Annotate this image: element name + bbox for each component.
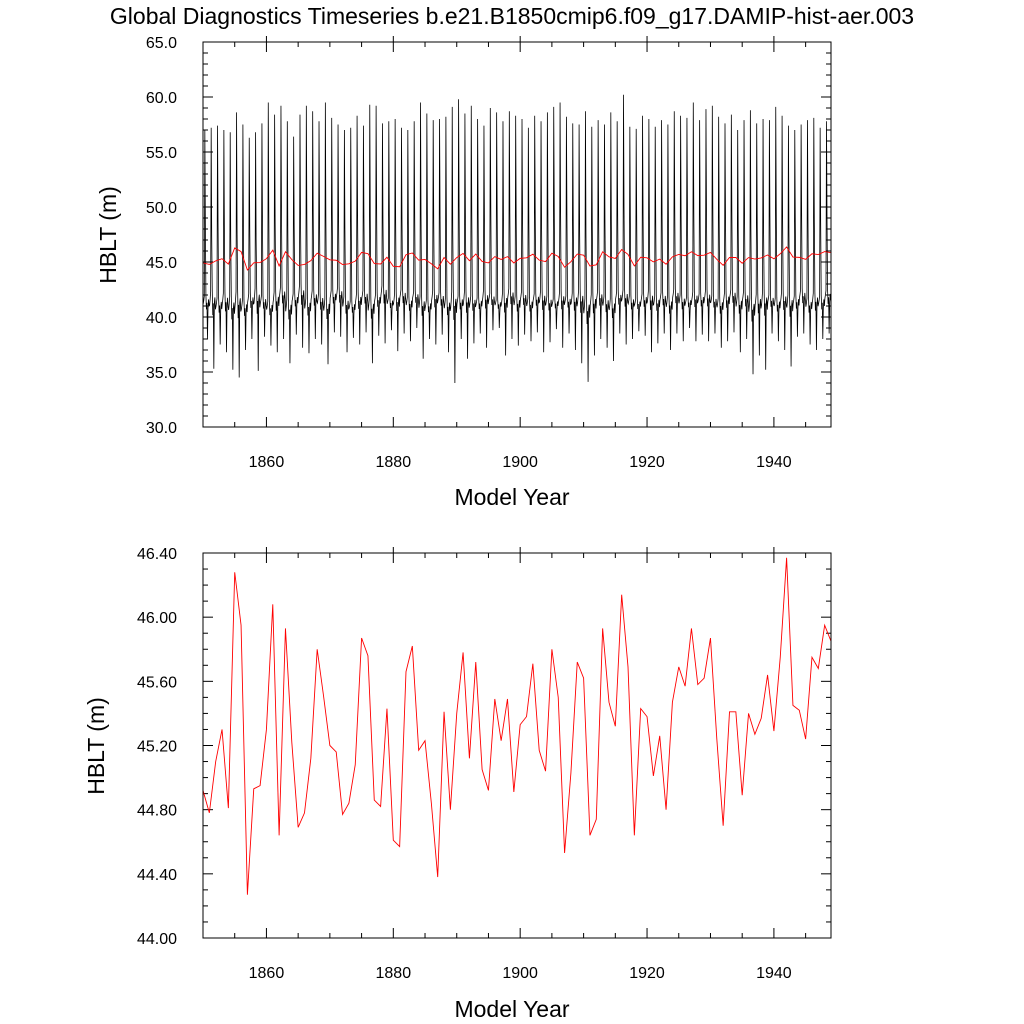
top-panel: 1860 1880 1900 1920 1940 30.0 35.0 40.0 45.0 50.0…: [95, 35, 832, 510]
top-panel-grid-ticks: [202, 36, 831, 428]
top-panel-plot-area: [203, 94, 831, 384]
top-x-tick-label: 1920: [629, 454, 665, 471]
bottom-y-tick-label: 46.40: [137, 546, 177, 563]
top-x-tick-label: 1880: [376, 454, 412, 471]
top-y-tick-label: 35.0: [146, 365, 177, 382]
top-y-tick-label: 55.0: [146, 145, 177, 162]
annual-mean-series-line: [203, 246, 831, 271]
bottom-panel-x-axis-label: Model Year: [454, 996, 569, 1022]
top-y-tick-label: 60.0: [146, 90, 177, 107]
top-panel-tick-labels: 1860 1880 1900 1920 1940 30.0 35.0 40.0 45.0 50.0…: [146, 35, 792, 471]
chart-title: Global Diagnostics Timeseries b.e21.B185…: [110, 3, 914, 29]
bottom-y-tick-label: 44.80: [137, 803, 177, 820]
top-panel-frame: [202, 41, 832, 428]
bottom-y-tick-label: 45.60: [137, 674, 177, 691]
bottom-x-tick-label: 1860: [249, 965, 285, 982]
annual-mean-series-line: [203, 557, 831, 895]
bottom-panel-y-axis-label: HBLT (m): [83, 697, 109, 795]
bottom-panel-plot-area: [203, 557, 831, 895]
top-panel-x-axis-label: Model Year: [454, 484, 569, 510]
top-x-tick-label: 1860: [249, 454, 285, 471]
top-y-tick-label: 65.0: [146, 35, 177, 52]
top-y-tick-label: 40.0: [146, 310, 177, 327]
top-x-tick-label: 1900: [502, 454, 538, 471]
top-y-tick-label: 30.0: [146, 420, 177, 437]
bottom-x-tick-label: 1940: [756, 965, 792, 982]
bottom-y-tick-label: 44.40: [137, 867, 177, 884]
bottom-panel-grid-ticks: [202, 547, 831, 939]
monthly-series-line: [203, 94, 831, 384]
top-panel-y-axis-label: HBLT (m): [95, 186, 121, 284]
bottom-y-tick-label: 45.20: [137, 739, 177, 756]
bottom-x-tick-label: 1900: [502, 965, 538, 982]
top-y-tick-label: 50.0: [146, 200, 177, 217]
bottom-y-tick-label: 46.00: [137, 610, 177, 627]
bottom-y-tick-label: 44.00: [137, 931, 177, 948]
top-x-tick-label: 1940: [756, 454, 792, 471]
bottom-panel: 1860 1880 1900 1920 1940 44.00 44.40 44.80 45.20…: [83, 546, 832, 1022]
bottom-x-tick-label: 1920: [629, 965, 665, 982]
bottom-panel-tick-labels: 1860 1880 1900 1920 1940 44.00 44.40 44.80 45.20…: [137, 546, 792, 982]
bottom-panel-frame: [202, 552, 832, 939]
bottom-x-tick-label: 1880: [376, 965, 412, 982]
top-y-tick-label: 45.0: [146, 255, 177, 272]
